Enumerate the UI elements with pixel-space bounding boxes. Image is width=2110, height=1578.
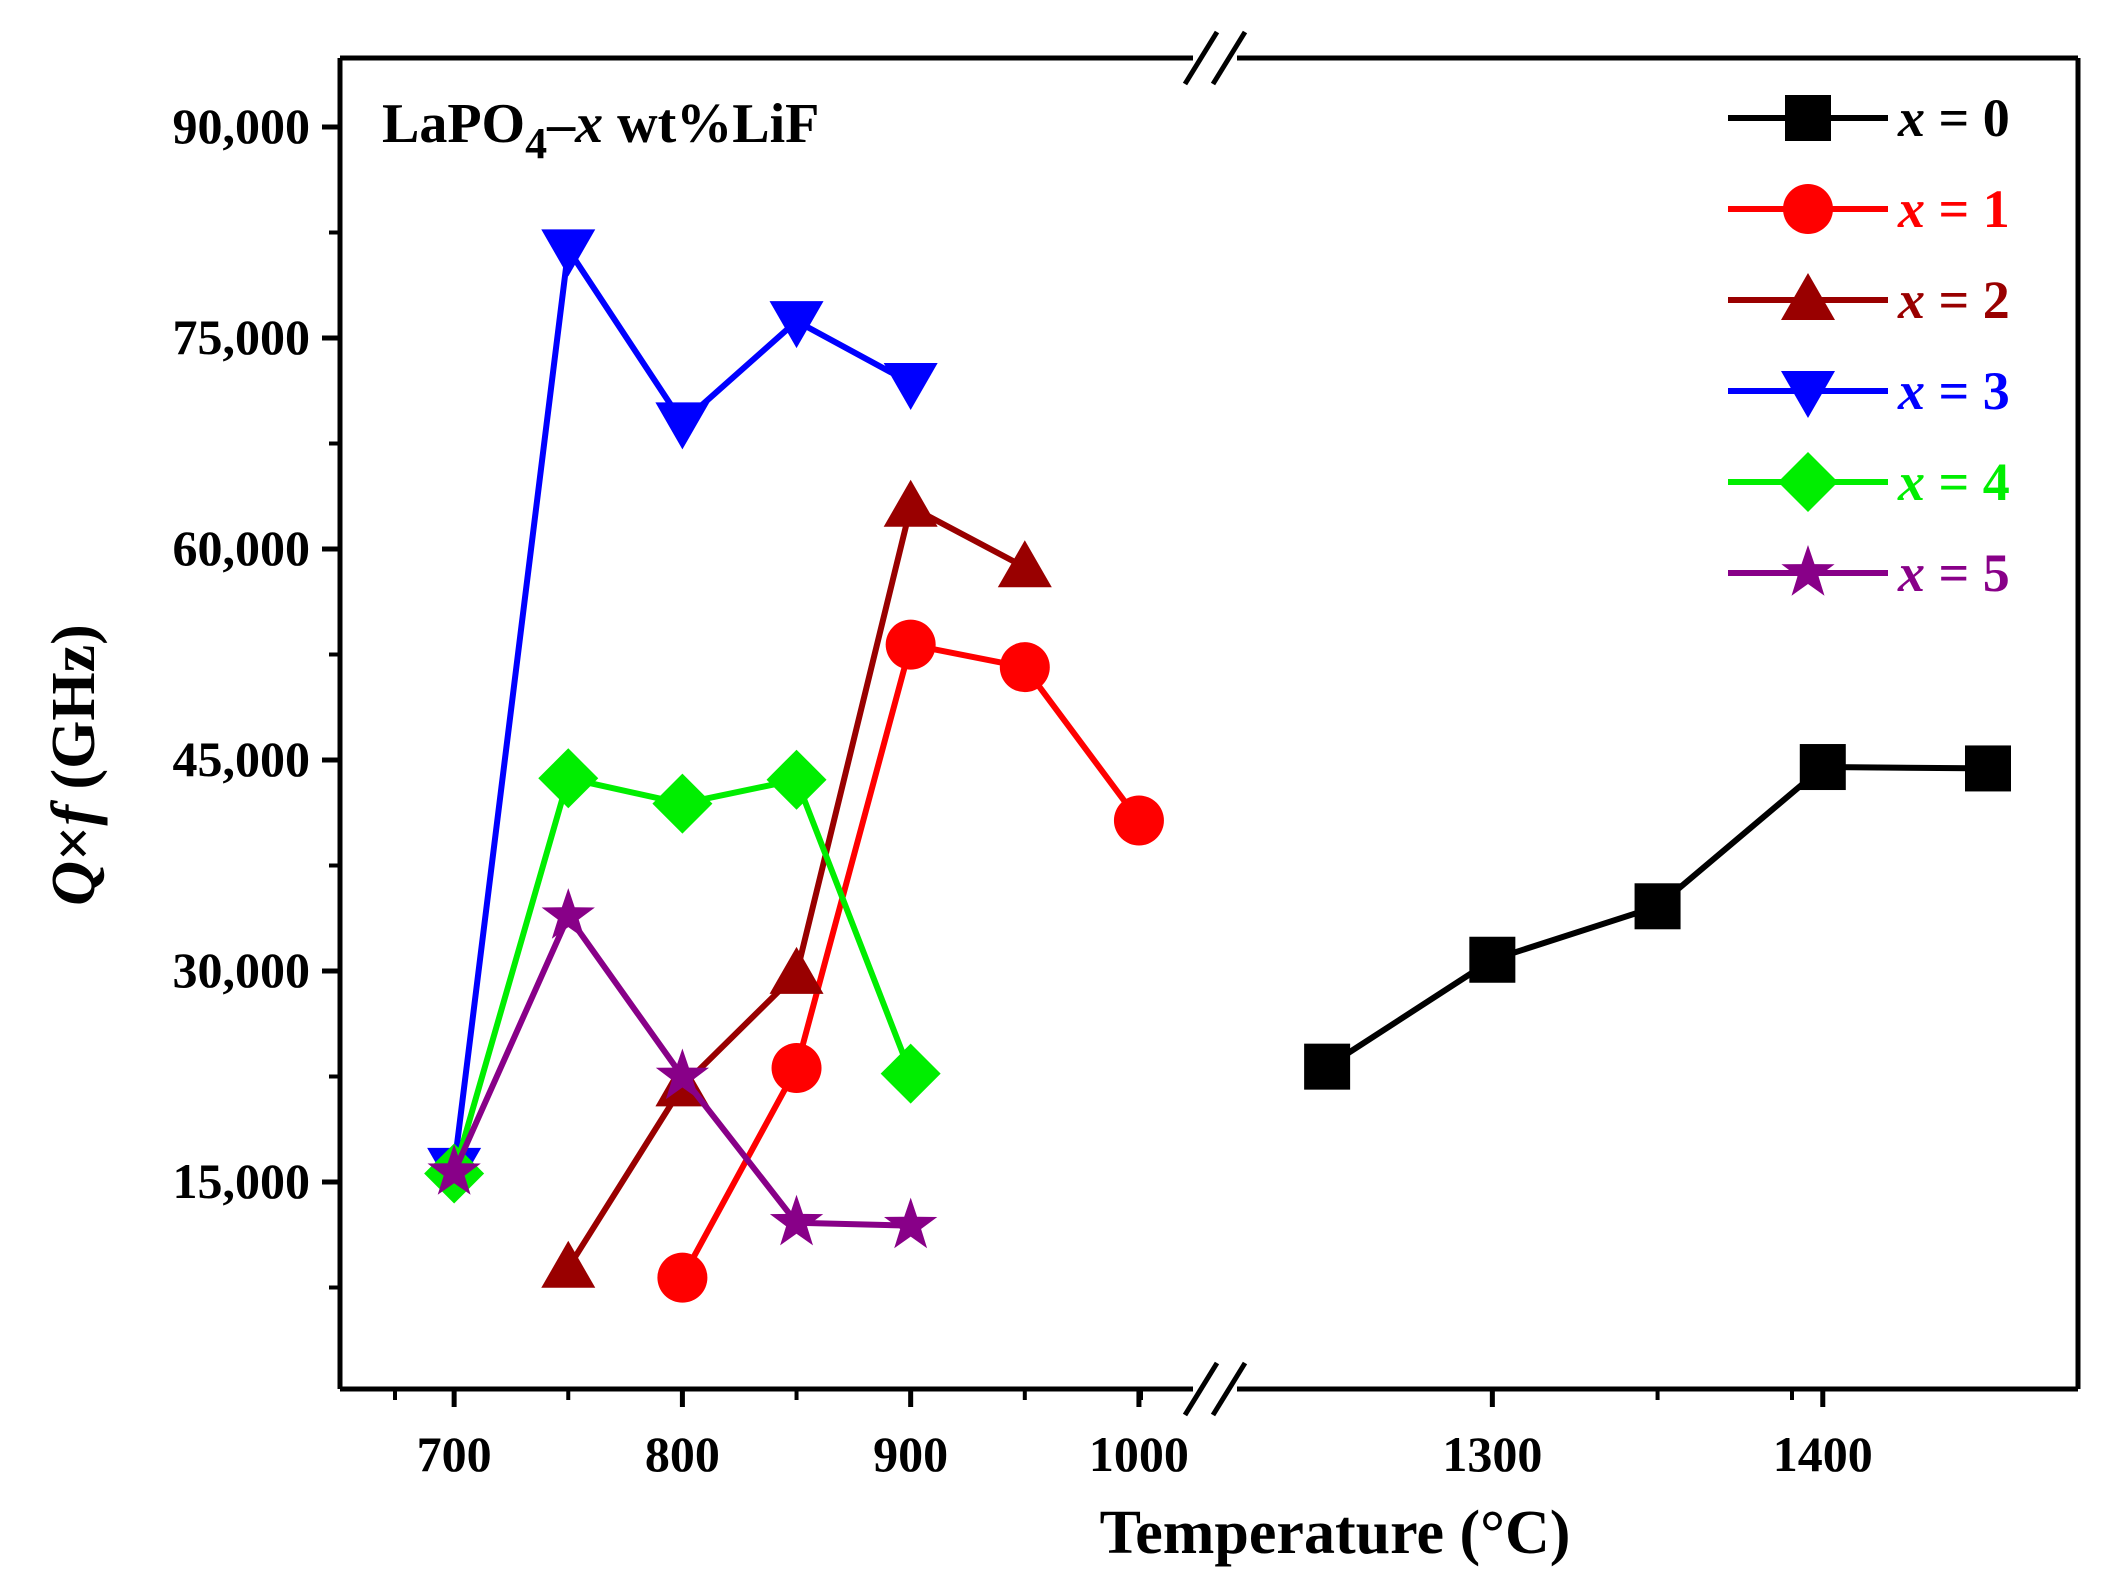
legend-eq: = 2 [1925, 270, 2010, 330]
series-line-4 [451, 775, 914, 1175]
legend-marker [1778, 452, 1838, 512]
plot-frame [337, 30, 2081, 1417]
data-point-marker [1965, 745, 2011, 792]
chart-title: LaPO4–x wt%LiF [382, 93, 819, 168]
data-point-marker [769, 946, 824, 994]
legend-entry-3: x = 3 [1728, 361, 2010, 421]
series-1 [657, 619, 1164, 1303]
legend-entry-4: x = 4 [1728, 452, 2010, 512]
legend-entry-0: x = 0 [1728, 88, 2010, 148]
series-line-2 [565, 503, 1027, 1270]
x-tick-label: 800 [645, 1426, 720, 1482]
data-point-marker [880, 1043, 941, 1104]
series-2 [541, 479, 1052, 1288]
legend-label: x = 3 [1897, 361, 2010, 421]
x-axis-title: Temperature (°C) [1100, 1499, 1571, 1567]
data-point-marker [1469, 936, 1516, 983]
legend-var: x [1897, 452, 1925, 512]
legend-entry-1: x = 1 [1728, 179, 2010, 239]
data-point-marker [538, 748, 599, 809]
data-point-marker [883, 479, 938, 527]
legend-eq: = 5 [1925, 543, 2010, 603]
x-tick-label: 1300 [1442, 1426, 1542, 1482]
data-point-marker [997, 540, 1052, 588]
legend-var: x [1897, 88, 1925, 148]
series-0 [1304, 744, 2011, 1090]
legend-eq: = 3 [1925, 361, 2010, 421]
x-tick-label: 1000 [1089, 1426, 1189, 1482]
y-tick-label: 30,000 [173, 942, 311, 998]
legend-marker [1783, 184, 1833, 234]
data-point-marker [1634, 883, 1681, 930]
y-axis: 15,000 30,000 45,000 60,000 75,000 90,000 [173, 98, 340, 1290]
legend-var: x [1897, 543, 1925, 603]
y-tick-label: 45,000 [173, 731, 311, 787]
legend-label: x = 4 [1897, 452, 2010, 512]
series-5 [427, 888, 938, 1249]
data-point-marker [541, 229, 596, 277]
legend-entry-2: x = 2 [1728, 270, 2010, 330]
legend-eq: = 1 [1925, 179, 2010, 239]
data-point-marker [655, 402, 710, 450]
series-line-3 [451, 246, 913, 1169]
data-point-marker [883, 363, 938, 411]
legend-var: x [1897, 179, 1925, 239]
legend-eq: = 4 [1925, 452, 2010, 512]
legend-label: x = 5 [1897, 543, 2010, 603]
data-point-marker [541, 888, 595, 939]
data-point-marker [1799, 744, 1846, 791]
legend: x = 0x = 1x = 2x = 3x = 4x = 5 [1728, 88, 2010, 603]
legend-var: x [1897, 270, 1925, 330]
data-point-marker [769, 301, 824, 349]
legend-marker [1785, 95, 1831, 141]
axis-break-mark [1210, 30, 1248, 86]
data-point-marker [1304, 1043, 1351, 1090]
legend-var: x [1897, 361, 1925, 421]
y-tick-label: 90,000 [173, 98, 311, 154]
data-point-marker [655, 1048, 709, 1100]
x-tick-label: 900 [873, 1426, 948, 1482]
data-point-marker [657, 1252, 708, 1303]
data-point-marker [771, 1043, 822, 1094]
y-tick-label: 75,000 [173, 309, 311, 365]
x-tick-label: 700 [417, 1426, 492, 1482]
y-axis-title: Q×f (GHz) [40, 624, 108, 906]
data-point-marker [427, 1144, 481, 1195]
data-point-marker [885, 619, 936, 670]
series-layer [424, 229, 2011, 1303]
axis-break-mark [1210, 1361, 1248, 1417]
y-tick-label: 60,000 [173, 520, 311, 576]
axis-break-mark [1182, 30, 1220, 86]
x-axis: 700 800 900 1000 1300 1400 [393, 1389, 1873, 1482]
axis-break-mark [1182, 1361, 1220, 1417]
series-line-1 [679, 641, 1142, 1280]
legend-eq: = 0 [1925, 88, 2010, 148]
data-point-marker [541, 1240, 596, 1288]
data-point-marker [766, 749, 827, 810]
x-tick-label: 1400 [1773, 1426, 1873, 1482]
data-point-marker [884, 1197, 938, 1249]
y-tick-label: 15,000 [173, 1153, 311, 1209]
legend-label: x = 1 [1897, 179, 2010, 239]
data-point-marker [769, 1194, 824, 1246]
legend-marker [1781, 545, 1835, 596]
data-point-marker [652, 773, 713, 834]
legend-label: x = 2 [1897, 270, 2010, 330]
legend-entry-5: x = 5 [1728, 543, 2010, 603]
data-point-marker [1113, 795, 1164, 846]
legend-marker [1781, 371, 1835, 418]
data-point-marker [999, 642, 1050, 693]
legend-label: x = 0 [1897, 88, 2010, 148]
legend-marker [1781, 273, 1835, 320]
series-4 [424, 748, 941, 1204]
